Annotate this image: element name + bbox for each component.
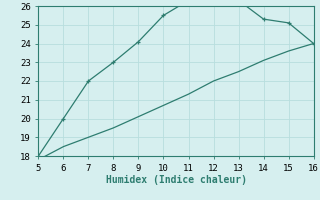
X-axis label: Humidex (Indice chaleur): Humidex (Indice chaleur) — [106, 175, 246, 185]
